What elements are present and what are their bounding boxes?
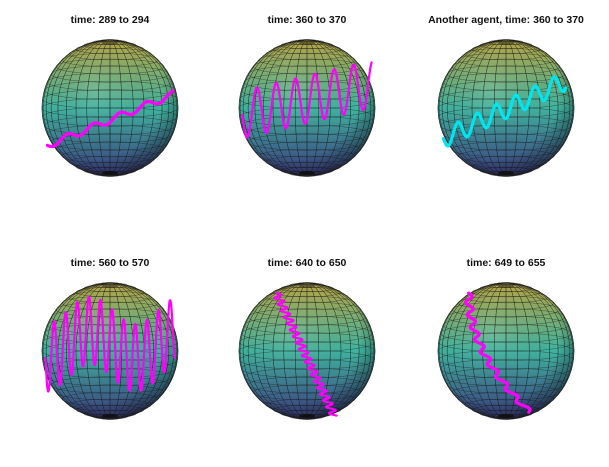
panel-title: Another agent, time: 360 to 370 bbox=[428, 14, 584, 26]
agent-trajectory bbox=[44, 295, 176, 393]
panel-title: time: 640 to 650 bbox=[267, 257, 347, 269]
panel-title: time: 360 to 370 bbox=[267, 14, 347, 26]
panel-1: time: 289 to 294 bbox=[30, 14, 190, 204]
agent-trajectory bbox=[241, 61, 373, 139]
panel-4: time: 560 to 570 bbox=[30, 257, 190, 447]
sphere-mesh bbox=[437, 282, 575, 420]
agent-trajectory bbox=[273, 292, 338, 417]
panel-6: time: 649 to 655 bbox=[426, 257, 586, 447]
panel-title: time: 289 to 294 bbox=[70, 14, 150, 26]
sphere-plot bbox=[238, 282, 376, 420]
sphere-plot bbox=[41, 39, 179, 177]
sphere-mesh bbox=[437, 39, 575, 177]
panel-3: Another agent, time: 360 to 370 bbox=[426, 14, 586, 204]
panel-2: time: 360 to 370 bbox=[227, 14, 387, 204]
panel-5: time: 640 to 650 bbox=[227, 257, 387, 447]
panel-title: time: 560 to 570 bbox=[70, 257, 150, 269]
agent-trajectory bbox=[45, 89, 175, 149]
sphere-plot bbox=[238, 39, 376, 177]
sphere-plot bbox=[437, 39, 575, 177]
agent-trajectory bbox=[464, 291, 532, 414]
sphere-mesh bbox=[238, 39, 376, 177]
sphere-plot bbox=[437, 282, 575, 420]
sphere-plot bbox=[41, 282, 179, 420]
panel-title: time: 649 to 655 bbox=[466, 257, 546, 269]
sphere-mesh bbox=[41, 39, 179, 177]
other-agent-trajectory bbox=[441, 75, 568, 148]
